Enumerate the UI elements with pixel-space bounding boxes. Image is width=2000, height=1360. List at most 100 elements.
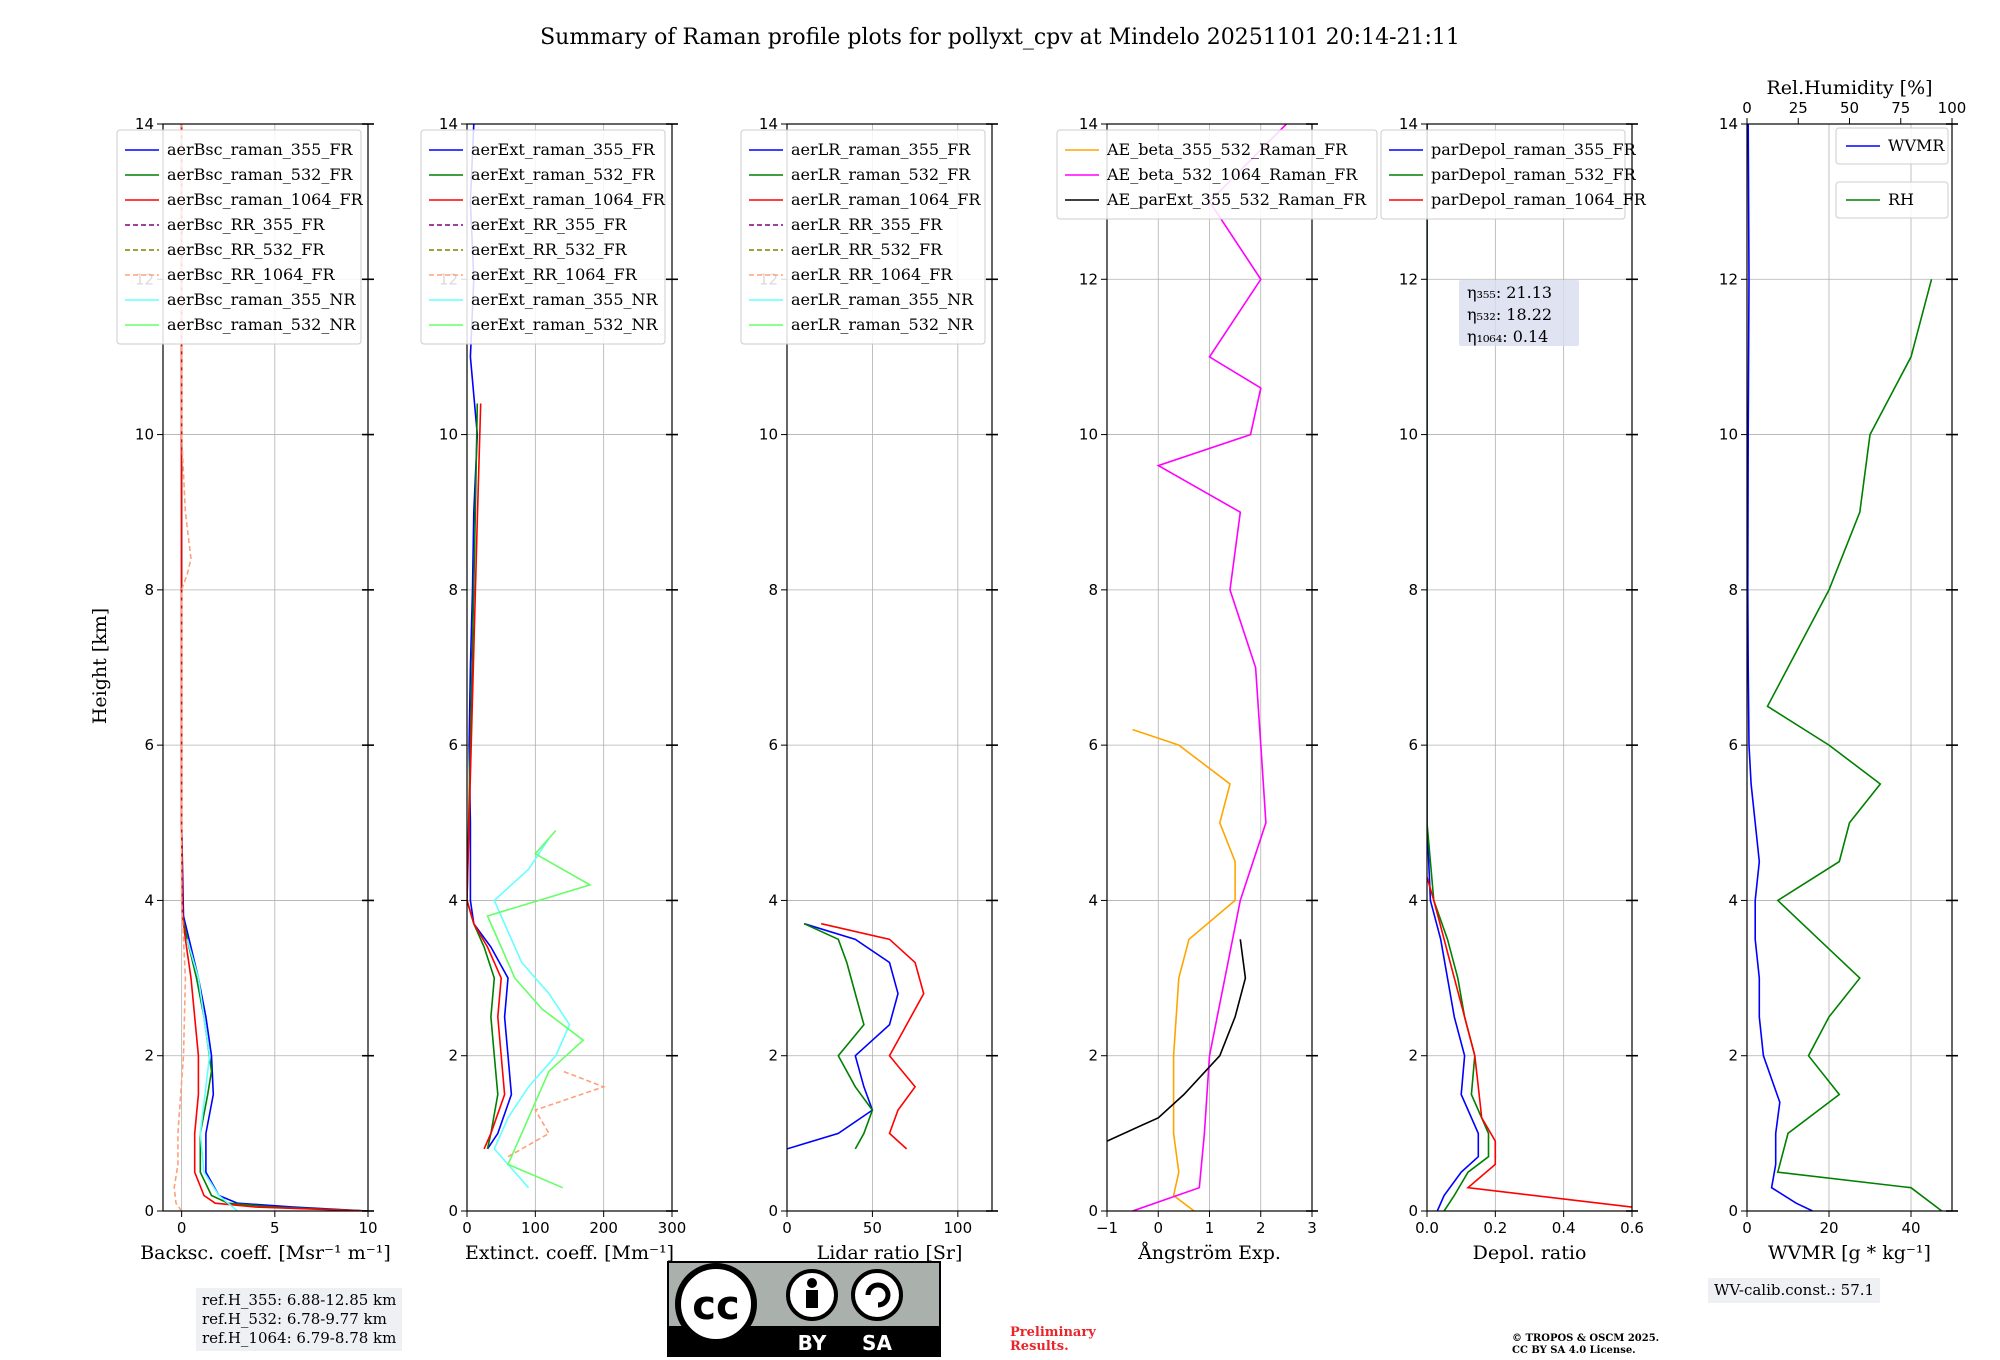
legend-entry: aerExt_raman_1064_FR bbox=[471, 190, 666, 209]
legend-entry: WVMR bbox=[1888, 136, 1945, 155]
x-tick-label: 0.4 bbox=[1552, 1219, 1576, 1237]
top-tick-label: 75 bbox=[1891, 99, 1910, 117]
series-aerlr-raman-532-fr bbox=[803, 922, 874, 1150]
series-aerext-raman-355-nr bbox=[493, 837, 571, 1189]
legend-entry: parDepol_raman_1064_FR bbox=[1431, 190, 1647, 209]
top-axis-label: Rel.Humidity [%] bbox=[1766, 77, 1932, 99]
x-tick-label: 10 bbox=[358, 1219, 377, 1237]
x-tick-label: 0.6 bbox=[1620, 1219, 1644, 1237]
ref-height-1064: ref.H_1064: 6.79-8.78 km bbox=[202, 1329, 397, 1347]
y-tick-label: 8 bbox=[448, 581, 458, 599]
legend-entry: aerExt_RR_355_FR bbox=[471, 215, 628, 234]
share-alike-icon bbox=[851, 1269, 903, 1321]
y-tick-label: 12 bbox=[1719, 270, 1738, 288]
eta-annotations: η₃₅₅: 21.13 η₅₃₂: 18.22 η₁₀₆₄: 0.14 bbox=[1459, 280, 1579, 346]
y-tick-label: 14 bbox=[1719, 115, 1738, 133]
legend-entry: aerLR_raman_532_FR bbox=[791, 165, 971, 184]
legend-entry: aerBsc_raman_532_NR bbox=[167, 315, 356, 334]
y-tick-label: 8 bbox=[144, 581, 154, 599]
legend: aerLR_raman_355_FR aerLR_raman_532_FR aerL… bbox=[740, 129, 986, 345]
y-tick-label: 14 bbox=[1399, 115, 1418, 133]
copyright-line-2: CC BY SA 4.0 License. bbox=[1512, 1345, 1636, 1356]
legend-entry: aerExt_raman_532_FR bbox=[471, 165, 656, 184]
y-tick-label: 2 bbox=[1088, 1047, 1098, 1065]
legend-entry: aerLR_RR_532_FR bbox=[791, 240, 943, 259]
legend-entry: aerBsc_RR_355_FR bbox=[167, 215, 325, 234]
cc-by-sa-badge: cc BY SA bbox=[667, 1261, 941, 1357]
x-axis-label: WVMR [g * kg⁻¹] bbox=[1768, 1242, 1931, 1264]
axes-frame bbox=[786, 123, 993, 1212]
legend-entry: aerLR_raman_355_FR bbox=[791, 140, 971, 159]
panel-5: 0.0 0.2 0.4 0.6 0 2 4 6 8 10 12 14 Depol. ratio parDe… bbox=[1380, 115, 1647, 1264]
y-tick-label: 14 bbox=[135, 115, 154, 133]
y-tick-label: 14 bbox=[1079, 115, 1098, 133]
series-rh bbox=[1766, 279, 1943, 1211]
y-tick-label: 4 bbox=[144, 891, 154, 909]
panel-1: 051002468101214Backsc. coeff. [Msr⁻¹ m⁻¹… bbox=[116, 115, 391, 1264]
y-tick-label: 6 bbox=[144, 736, 154, 754]
x-tick-label: 200 bbox=[589, 1219, 618, 1237]
y-tick-label: 2 bbox=[144, 1047, 154, 1065]
top-tick-label: 50 bbox=[1840, 99, 1859, 117]
legend-entry: AE_beta_532_1064_Raman_FR bbox=[1106, 165, 1358, 184]
preliminary-line-2: Results. bbox=[1010, 1339, 1069, 1354]
x-tick-label: 100 bbox=[521, 1219, 550, 1237]
y-tick-label: 6 bbox=[768, 736, 778, 754]
x-axis-label: Depol. ratio bbox=[1473, 1242, 1587, 1264]
preliminary-line-1: Preliminary bbox=[1010, 1325, 1096, 1340]
x-axis-label: Lidar ratio [Sr] bbox=[817, 1242, 963, 1264]
legend-entry: aerBsc_RR_1064_FR bbox=[167, 265, 336, 284]
y-tick-label: 0 bbox=[768, 1202, 778, 1220]
x-tick-label: 0 bbox=[1153, 1219, 1163, 1237]
series-pardepol-raman-355-fr bbox=[1427, 124, 1480, 1211]
legend-entry: aerBsc_raman_532_FR bbox=[167, 165, 353, 184]
y-tick-label: 6 bbox=[1408, 736, 1418, 754]
legend-entry: aerBsc_raman_355_FR bbox=[167, 140, 353, 159]
eta-annotation: η₃₅₅: 21.13 bbox=[1467, 283, 1552, 302]
y-tick-label: 4 bbox=[448, 891, 458, 909]
top-tick-label: 25 bbox=[1789, 99, 1808, 117]
legend-entry: aerExt_raman_355_FR bbox=[471, 140, 656, 159]
figure-title: Summary of Raman profile plots for polly… bbox=[540, 25, 1460, 50]
preliminary-results-note: Preliminary Results. bbox=[1010, 1326, 1096, 1354]
legend: parDepol_raman_355_FR parDepol_raman_532_… bbox=[1380, 129, 1647, 220]
x-tick-label: 0 bbox=[462, 1219, 472, 1237]
y-tick-label: 12 bbox=[1079, 270, 1098, 288]
x-axis-label: Backsc. coeff. [Msr⁻¹ m⁻¹] bbox=[140, 1242, 391, 1264]
legend-entry: aerLR_RR_355_FR bbox=[791, 215, 943, 234]
x-tick-label: 50 bbox=[863, 1219, 882, 1237]
series-aerext-raman-355-fr bbox=[468, 124, 513, 1150]
legend-entry: aerExt_RR_1064_FR bbox=[471, 265, 638, 284]
wv-calib-box: WV-calib.const.: 57.1 bbox=[1708, 1278, 1881, 1303]
legend: aerBsc_raman_355_FR aerBsc_raman_532_FRae… bbox=[116, 129, 364, 345]
reference-heights-box: ref.H_355: 6.88-12.85 km ref.H_532: 6.78… bbox=[196, 1288, 403, 1351]
y-axis-label: Height [km] bbox=[89, 608, 111, 724]
x-tick-label: 40 bbox=[1901, 1219, 1920, 1237]
y-tick-label: 14 bbox=[759, 115, 778, 133]
y-tick-label: 4 bbox=[1408, 891, 1418, 909]
series-aerlr-raman-1064-fr bbox=[821, 922, 925, 1150]
panels: 051002468101214Backsc. coeff. [Msr⁻¹ m⁻¹… bbox=[116, 77, 1966, 1264]
ref-height-532: ref.H_532: 6.78-9.77 km bbox=[202, 1310, 387, 1328]
y-tick-label: 6 bbox=[1728, 736, 1738, 754]
series-aerlr-raman-355-fr bbox=[787, 922, 899, 1150]
series-aerext-raman-1064-fr bbox=[467, 403, 506, 1150]
y-tick-label: 10 bbox=[759, 426, 778, 444]
panel-6: 0 20 40 0 2 4 6 8 10 12 14 WVMR [g * kg⁻¹] 0 25 50 75 10… bbox=[1719, 77, 1966, 1264]
y-tick-label: 0 bbox=[144, 1202, 154, 1220]
x-tick-label: 100 bbox=[944, 1219, 973, 1237]
x-tick-label: 300 bbox=[658, 1219, 687, 1237]
legend-entry: aerLR_raman_1064_FR bbox=[791, 190, 981, 209]
series-pardepol-raman-532-fr bbox=[1427, 124, 1490, 1211]
x-tick-label: 0 bbox=[1742, 1219, 1752, 1237]
sa-label: SA bbox=[862, 1331, 892, 1355]
x-tick-label: 0.2 bbox=[1483, 1219, 1507, 1237]
legend-entry: AE_parExt_355_532_Raman_FR bbox=[1106, 190, 1367, 209]
legend-entry: aerExt_raman_532_NR bbox=[471, 315, 659, 334]
y-tick-label: 10 bbox=[1399, 426, 1418, 444]
y-tick-label: 0 bbox=[1408, 1202, 1418, 1220]
y-tick-label: 8 bbox=[1728, 581, 1738, 599]
y-tick-label: 2 bbox=[1408, 1047, 1418, 1065]
